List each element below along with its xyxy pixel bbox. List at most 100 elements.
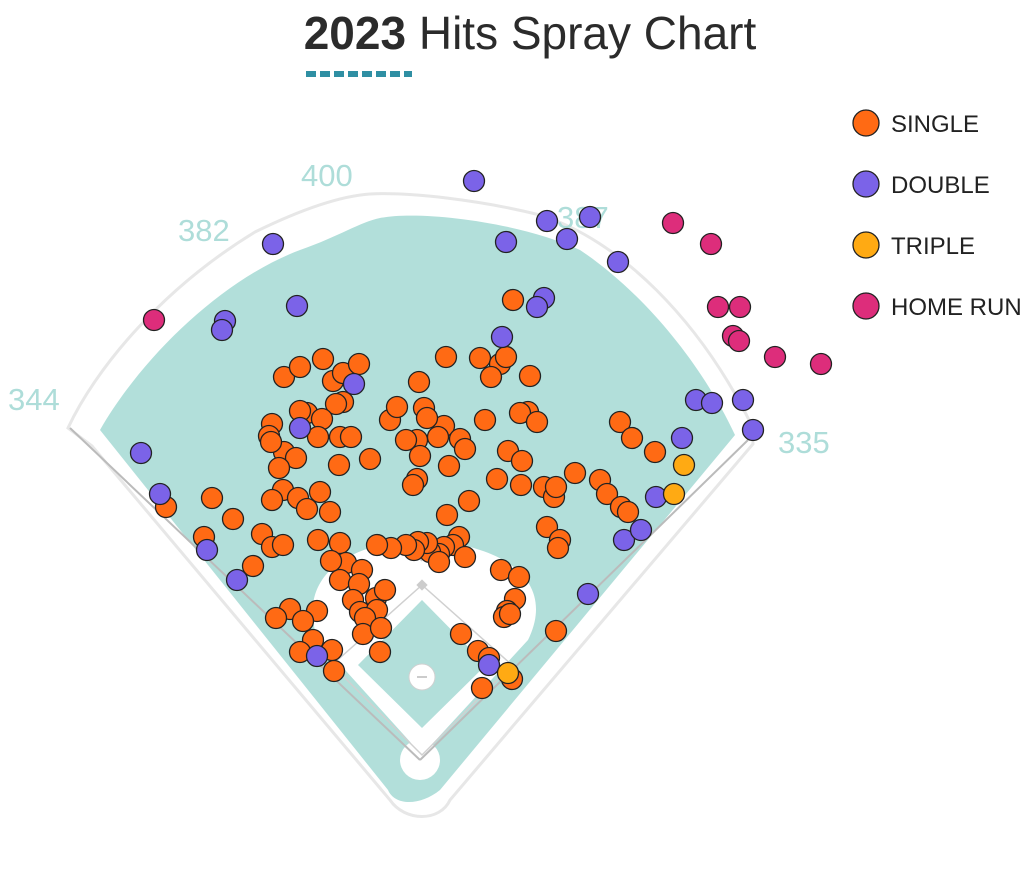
single-point bbox=[434, 345, 458, 369]
double-point bbox=[555, 227, 579, 251]
single-point bbox=[507, 565, 531, 589]
single-point bbox=[643, 440, 667, 464]
single-point bbox=[322, 659, 346, 683]
single-point bbox=[563, 461, 587, 485]
double-point bbox=[129, 441, 153, 465]
single-point bbox=[272, 365, 296, 389]
single-point bbox=[385, 395, 409, 419]
legend-marker-single bbox=[852, 109, 880, 137]
single-point bbox=[339, 425, 363, 449]
outfield-grass bbox=[100, 215, 735, 802]
legend-label-home-run: HOME RUN bbox=[891, 294, 1022, 321]
single-point bbox=[368, 640, 392, 664]
single-point bbox=[620, 426, 644, 450]
single-point bbox=[509, 473, 533, 497]
single-point bbox=[324, 392, 348, 416]
single-point bbox=[494, 345, 518, 369]
single-point bbox=[291, 609, 315, 633]
single-point bbox=[271, 533, 295, 557]
single-point bbox=[401, 473, 425, 497]
double-point bbox=[285, 294, 309, 318]
double-point bbox=[535, 209, 559, 233]
single-point bbox=[221, 507, 245, 531]
double-point bbox=[305, 644, 329, 668]
triple-point bbox=[662, 482, 686, 506]
home-run-point bbox=[699, 232, 723, 256]
single-point bbox=[479, 365, 503, 389]
double-point bbox=[731, 388, 755, 412]
single-point bbox=[501, 288, 525, 312]
distance-left-line: 344 bbox=[8, 382, 60, 417]
single-point bbox=[427, 550, 451, 574]
single-point bbox=[327, 453, 351, 477]
single-point bbox=[259, 430, 283, 454]
single-point bbox=[264, 606, 288, 630]
single-point bbox=[408, 444, 432, 468]
double-point bbox=[576, 582, 600, 606]
single-point bbox=[544, 475, 568, 499]
double-point bbox=[741, 418, 765, 442]
second-base bbox=[416, 579, 428, 591]
home-run-point bbox=[661, 211, 685, 235]
single-point bbox=[616, 500, 640, 524]
double-point bbox=[612, 528, 636, 552]
title-text: Hits Spray Chart bbox=[418, 7, 757, 59]
single-point bbox=[288, 355, 312, 379]
double-point bbox=[225, 568, 249, 592]
legend: SINGLE DOUBLE TRIPLE HOME RUN bbox=[852, 109, 1022, 321]
single-point bbox=[311, 347, 335, 371]
title-underline bbox=[306, 71, 412, 77]
single-point bbox=[449, 622, 473, 646]
double-point bbox=[195, 538, 219, 562]
single-point bbox=[485, 467, 509, 491]
home-run-point bbox=[727, 329, 751, 353]
single-point bbox=[200, 486, 224, 510]
single-point bbox=[308, 480, 332, 504]
single-point bbox=[310, 407, 334, 431]
single-point bbox=[267, 456, 291, 480]
single-point bbox=[328, 568, 352, 592]
single-point bbox=[306, 528, 330, 552]
single-point bbox=[318, 500, 342, 524]
single-point bbox=[437, 454, 461, 478]
left-foul-line bbox=[69, 427, 421, 761]
single-point bbox=[347, 352, 371, 376]
double-point bbox=[261, 232, 285, 256]
triple-point bbox=[496, 661, 520, 685]
single-point bbox=[453, 437, 477, 461]
double-point bbox=[629, 518, 653, 542]
single-point bbox=[470, 676, 494, 700]
single-point bbox=[306, 425, 330, 449]
single-point bbox=[595, 482, 619, 506]
single-point bbox=[319, 549, 343, 573]
single-point bbox=[373, 578, 397, 602]
double-point bbox=[148, 482, 172, 506]
single-point bbox=[407, 370, 431, 394]
double-point bbox=[670, 426, 694, 450]
single-point bbox=[358, 447, 382, 471]
legend-label-double: DOUBLE bbox=[891, 172, 990, 199]
double-point bbox=[490, 325, 514, 349]
distance-left-center: 382 bbox=[178, 213, 230, 248]
home-run-point bbox=[809, 352, 833, 376]
single-point bbox=[453, 545, 477, 569]
triple-point bbox=[672, 453, 696, 477]
legend-marker-home-run bbox=[852, 292, 880, 320]
single-point bbox=[457, 489, 481, 513]
legend-marker-triple bbox=[852, 231, 880, 259]
distance-right-line: 335 bbox=[778, 425, 830, 460]
double-point bbox=[288, 416, 312, 440]
single-point bbox=[394, 428, 418, 452]
distance-center: 400 bbox=[301, 158, 353, 193]
single-point bbox=[241, 554, 265, 578]
single-point bbox=[546, 536, 570, 560]
single-point bbox=[544, 619, 568, 643]
double-point bbox=[700, 391, 724, 415]
title-year: 2023 bbox=[303, 7, 407, 59]
single-point bbox=[608, 410, 632, 434]
double-point bbox=[477, 653, 501, 677]
double-point bbox=[606, 250, 630, 274]
double-point bbox=[578, 205, 602, 229]
double-point bbox=[342, 372, 366, 396]
